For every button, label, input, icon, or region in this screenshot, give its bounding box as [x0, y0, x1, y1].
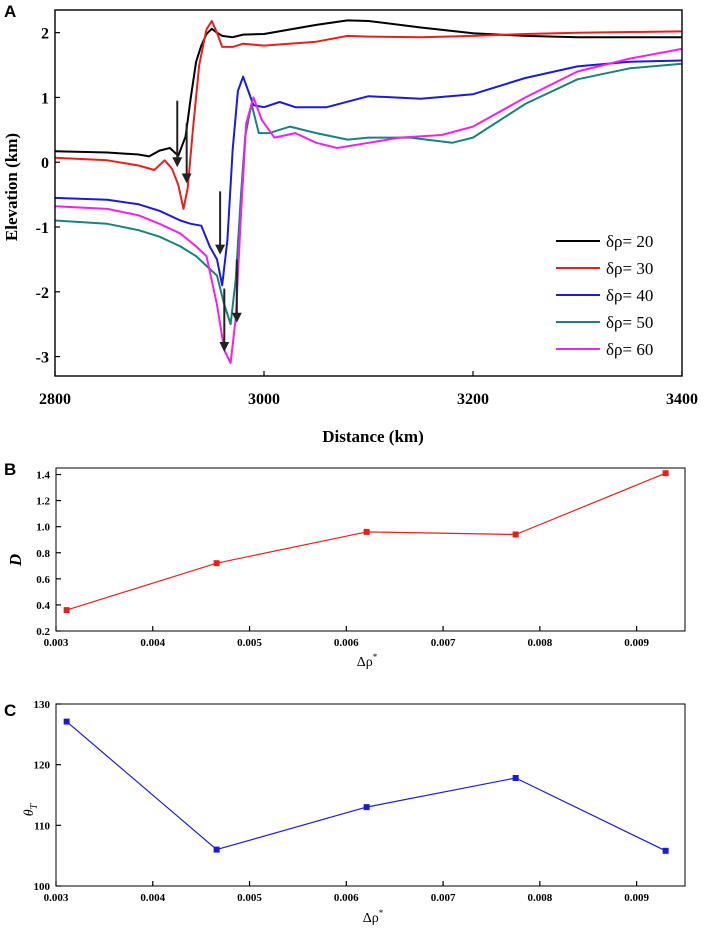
panel-a-plot-frame [54, 9, 683, 377]
legend-label-0: δρ= 20 [606, 232, 653, 251]
panel-a-letter: A [4, 2, 16, 21]
panel-c-xtick-label-0: 0.003 [44, 892, 69, 904]
panel-b-point-4 [662, 470, 669, 477]
panel-a-series-line-4 [54, 47, 683, 364]
panel-b-series-line-0 [66, 472, 666, 611]
panel-b: 0.003 0.004 0.005 0.006 0.007 0.008 0.009 0.2 0.… [36, 467, 686, 649]
panel-b-xtick-label-5: 0.008 [527, 637, 552, 649]
panel-b-plot-frame [55, 467, 686, 632]
panel-b-xtick-label-3: 0.006 [334, 637, 359, 649]
panel-c-point-2 [363, 804, 370, 811]
panel-a-xtick-label-2: 3200 [457, 391, 489, 408]
panel-b-letter: B [4, 460, 16, 479]
panel-c-plot-frame [55, 703, 686, 887]
panel-b-xlabel-sup: * [373, 652, 378, 662]
panel-b-xlabel: Δρ* [357, 652, 378, 670]
panel-a-xtick-label-1: 3000 [248, 391, 280, 408]
panel-b-xtick-label-1: 0.004 [140, 637, 165, 649]
panel-b-ytick-label-5: 1.2 [36, 496, 50, 508]
legend-label-2: δρ= 40 [606, 286, 653, 305]
panel-c: 0.003 0.004 0.005 0.006 0.007 0.008 0.009 100 11… [34, 699, 686, 904]
panel-b-point-1 [213, 560, 220, 567]
panel-a-xtick-label-0: 2800 [39, 391, 71, 408]
legend-label-1: δρ= 30 [606, 259, 653, 278]
panel-c-xtick-label-2: 0.005 [237, 892, 262, 904]
panel-b-point-2 [363, 528, 370, 535]
panel-c-ytick-label-2: 120 [34, 760, 51, 772]
legend-label-4: δρ= 60 [606, 340, 653, 359]
panel-a-legend: δρ= 20 δρ= 30 δρ= 40 δρ= 50 δρ= 60 [556, 232, 653, 359]
panel-c-ytick-label-3: 130 [34, 699, 51, 711]
panel-c-xtick-label-3: 0.006 [334, 892, 359, 904]
panel-a-xtick-label-3: 3400 [666, 391, 698, 408]
panel-b-xtick-label-0: 0.003 [44, 637, 69, 649]
panel-b-ytick-label-0: 0.2 [36, 626, 50, 638]
panel-a-series-line-1 [54, 20, 683, 210]
panel-a-series-line-2 [54, 59, 683, 287]
panel-a-series-line-0 [54, 19, 682, 158]
panel-c-xtick-label-5: 0.008 [527, 892, 552, 904]
panel-a-ytick-label-4: 1 [41, 90, 49, 107]
panel-c-xlabel-main: Δρ [363, 911, 379, 926]
panel-c-series-line-0 [66, 721, 666, 852]
panel-a-xlabel: Distance (km) [322, 427, 424, 446]
panel-b-xtick-label-2: 0.005 [237, 637, 262, 649]
panel-c-xtick-label-4: 0.007 [431, 892, 456, 904]
panel-c-point-3 [512, 775, 519, 782]
panel-b-ytick-label-6: 1.4 [36, 470, 50, 482]
panel-b-ytick-label-1: 0.4 [36, 600, 50, 612]
panel-a-ytick-label-2: -1 [36, 220, 49, 237]
panel-c-ytick-label-1: 110 [34, 820, 50, 832]
panel-b-ytick-label-2: 0.6 [36, 574, 50, 586]
panel-b-point-3 [512, 531, 519, 538]
panel-b-xlabel-main: Δρ [357, 655, 373, 670]
panel-a-series-line-3 [54, 62, 683, 326]
panel-c-xtick-label-6: 0.009 [624, 892, 649, 904]
legend-label-3: δρ= 50 [606, 313, 653, 332]
panel-c-point-4 [662, 847, 669, 854]
panel-b-ylabel: D [6, 554, 25, 567]
panel-c-ylabel: θT [22, 802, 40, 816]
panel-a-ytick-label-1: -2 [36, 285, 49, 302]
panel-c-point-1 [213, 846, 220, 853]
panel-c-ylabel-sub: T [29, 802, 40, 809]
panel-b-ytick-label-3: 0.8 [36, 548, 50, 560]
panel-c-ytick-label-0: 100 [34, 881, 51, 893]
panel-c-xlabel-sup: * [379, 908, 384, 918]
panel-c-xlabel: Δρ* [363, 908, 384, 926]
panel-b-point-0 [63, 607, 70, 614]
panel-c-point-0 [63, 718, 70, 725]
panel-c-ylabel-main: θ [22, 809, 37, 816]
panel-a-ytick-label-0: -3 [36, 350, 49, 367]
panel-b-xtick-label-4: 0.007 [431, 637, 456, 649]
panel-a-ylabel: Elevation (km) [2, 133, 21, 241]
panel-a-ytick-label-3: 0 [41, 155, 49, 172]
panel-b-ytick-label-4: 1.0 [36, 522, 50, 534]
panel-b-xtick-label-6: 0.009 [624, 637, 649, 649]
panel-c-xtick-label-1: 0.004 [140, 892, 165, 904]
panel-c-letter: C [4, 701, 16, 720]
panel-a-ytick-label-5: 2 [41, 26, 49, 43]
